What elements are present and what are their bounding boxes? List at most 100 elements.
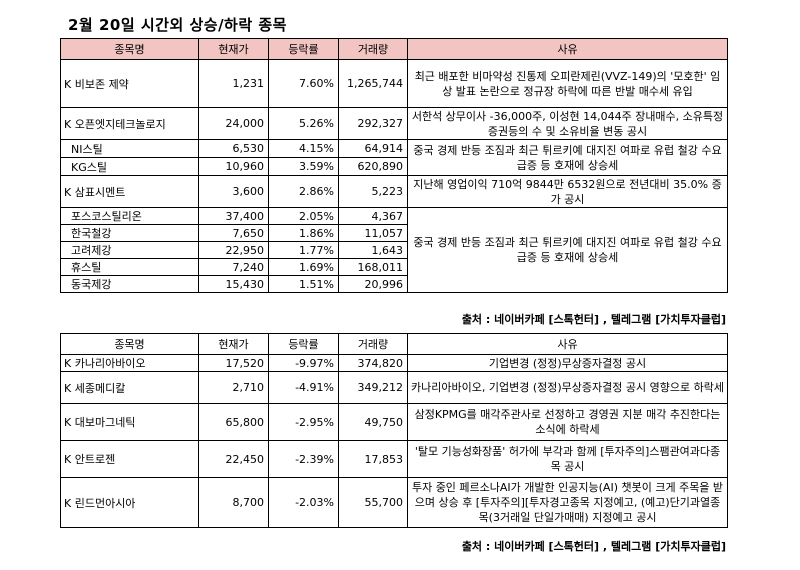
stock-price: 7,650 <box>198 224 269 242</box>
table-row: 고려제강 22,950 1.77% 1,643 <box>60 241 728 259</box>
table-header-row: 종목명 현재가 등락률 거래량 사유 <box>60 38 728 60</box>
stock-volume: 5,223 <box>338 175 408 208</box>
stock-price: 10,960 <box>198 157 269 176</box>
table-row: K 비보존 제약 1,231 7.60% 1,265,744 최근 배포한 비마… <box>60 59 728 108</box>
header-price: 현재가 <box>198 38 269 60</box>
stock-volume: 1,643 <box>338 241 408 259</box>
rising-stocks-table: 종목명 현재가 등락률 거래량 사유 K 비보존 제약 1,231 7.60% … <box>60 38 728 293</box>
source-credit: 출처 : 네이버카페 [스톡헌터] , 텔레그램 [가치투자클럽] <box>461 313 726 326</box>
stock-name: K 오픈엣지테크놀로지 <box>60 107 199 140</box>
header-rate: 등락률 <box>268 333 339 355</box>
table-row: K 세종메디칼 2,710 -4.91% 349,212 카나리아바이오, 기업… <box>60 371 728 404</box>
stock-name: K 안트로젠 <box>60 440 199 478</box>
stock-rate: 1.86% <box>268 224 339 242</box>
stock-price: 1,231 <box>198 59 269 108</box>
stock-rate: 1.69% <box>268 258 339 276</box>
stock-name: 동국제강 <box>60 275 199 293</box>
header-volume: 거래량 <box>338 38 408 60</box>
stock-rate: -2.39% <box>268 440 339 478</box>
stock-name: K 삼표시멘트 <box>60 175 199 208</box>
stock-reason: 중국 경제 반등 조짐과 최근 튀르키예 대지진 여파로 유럽 철강 수요 급증… <box>407 207 728 293</box>
stock-volume: 1,265,744 <box>338 59 408 108</box>
stock-reason: 투자 중인 페르소나AI가 개발한 인공지능(AI) 챗봇이 크게 주목을 받으… <box>407 477 728 528</box>
stock-volume: 20,996 <box>338 275 408 293</box>
stock-price: 2,710 <box>198 371 269 404</box>
stock-name: 고려제강 <box>60 241 199 259</box>
stock-volume: 4,367 <box>338 207 408 225</box>
table-row: K 카나리아바이오 17,520 -9.97% 374,820 기업변경 (정정… <box>60 354 728 372</box>
stock-volume: 49,750 <box>338 403 408 441</box>
stock-volume: 64,914 <box>338 139 408 158</box>
stock-rate: -9.97% <box>268 354 339 372</box>
table-row: K 안트로젠 22,450 -2.39% 17,853 '탈모 기능성화장품' … <box>60 440 728 478</box>
stock-volume: 620,890 <box>338 157 408 176</box>
header-reason: 사유 <box>407 333 728 355</box>
stock-price: 24,000 <box>198 107 269 140</box>
stock-rate: -2.95% <box>268 403 339 441</box>
source-credit: 출처 : 네이버카페 [스톡헌터] , 텔레그램 [가치투자클럽] <box>461 540 726 553</box>
stock-price: 65,800 <box>198 403 269 441</box>
stock-rate: 1.51% <box>268 275 339 293</box>
stock-price: 17,520 <box>198 354 269 372</box>
stock-rate: 2.86% <box>268 175 339 208</box>
stock-price: 22,950 <box>198 241 269 259</box>
stock-reason: 삼정KPMG를 매각주관사로 선정하고 경영권 지분 매각 추진한다는 소식에 … <box>407 403 728 441</box>
table-row: 동국제강 15,430 1.51% 20,996 <box>60 275 728 293</box>
stock-reason: '탈모 기능성화장품' 허가에 부각과 함께 [투자주의]스팸관여과다종목 공시 <box>407 440 728 478</box>
stock-price: 6,530 <box>198 139 269 158</box>
stock-volume: 17,853 <box>338 440 408 478</box>
stock-name: K 카나리아바이오 <box>60 354 199 372</box>
table-row: NI스틸 6,530 4.15% 64,914 중국 경제 반등 조짐과 최근 … <box>60 139 728 176</box>
table-row: K 대보마그네틱 65,800 -2.95% 49,750 삼정KPMG를 매각… <box>60 403 728 441</box>
table-row: K 린드먼아시아 8,700 -2.03% 55,700 투자 중인 페르소나A… <box>60 477 728 528</box>
stock-rate: 1.77% <box>268 241 339 259</box>
stock-price: 15,430 <box>198 275 269 293</box>
table-row: 휴스틸 7,240 1.69% 168,011 <box>60 258 728 276</box>
stock-name: NI스틸 <box>60 139 199 158</box>
stock-volume: 349,212 <box>338 371 408 404</box>
stock-rate: 3.59% <box>268 157 339 176</box>
table-header-row: 종목명 현재가 등락률 거래량 사유 <box>60 333 728 355</box>
stock-price: 8,700 <box>198 477 269 528</box>
stock-rate: 5.26% <box>268 107 339 140</box>
stock-name: KG스틸 <box>60 157 199 176</box>
header-reason: 사유 <box>407 38 728 60</box>
stock-reason: 카나리아바이오, 기업변경 (정정)무상증자결정 공시 영향으로 하락세 <box>407 371 728 404</box>
stock-volume: 55,700 <box>338 477 408 528</box>
stock-rate: -4.91% <box>268 371 339 404</box>
stock-price: 7,240 <box>198 258 269 276</box>
stock-price: 37,400 <box>198 207 269 225</box>
stock-rate: -2.03% <box>268 477 339 528</box>
stock-rate: 7.60% <box>268 59 339 108</box>
stock-price: 22,450 <box>198 440 269 478</box>
stock-name: 포스코스틸리온 <box>60 207 199 225</box>
header-price: 현재가 <box>198 333 269 355</box>
stock-name: K 린드먼아시아 <box>60 477 199 528</box>
header-volume: 거래량 <box>338 333 408 355</box>
stock-price: 3,600 <box>198 175 269 208</box>
falling-stocks-table: 종목명 현재가 등락률 거래량 사유 K 카나리아바이오 17,520 -9.9… <box>60 333 728 528</box>
stock-name: K 비보존 제약 <box>60 59 199 108</box>
stock-rate: 2.05% <box>268 207 339 225</box>
page-title: 2월 20일 시간외 상승/하락 종목 <box>68 16 287 34</box>
table-row: 포스코스틸리온 37,400 2.05% 4,367 중국 경제 반등 조짐과 … <box>60 207 728 293</box>
table-row: K 오픈엣지테크놀로지 24,000 5.26% 292,327 서한석 상무이… <box>60 107 728 140</box>
stock-reason: 최근 배포한 비마약성 진통제 오피란제린(VVZ-149)의 '모호한' 임상… <box>407 59 728 108</box>
stock-reason: 지난해 영업이익 710억 9844만 6532원으로 전년대비 35.0% 증… <box>407 175 728 208</box>
header-rate: 등락률 <box>268 38 339 60</box>
stock-rate: 4.15% <box>268 139 339 158</box>
stock-reason: 기업변경 (정정)무상증자결정 공시 <box>407 354 728 372</box>
stock-name: K 세종메디칼 <box>60 371 199 404</box>
stock-reason: 중국 경제 반등 조짐과 최근 튀르키예 대지진 여파로 유럽 철강 수요 급증… <box>407 139 728 176</box>
stock-name: K 대보마그네틱 <box>60 403 199 441</box>
stock-reason: 서한석 상무이사 -36,000주, 이성현 14,044주 장내매수, 소유특… <box>407 107 728 140</box>
header-name: 종목명 <box>60 38 199 60</box>
stock-name: 휴스틸 <box>60 258 199 276</box>
header-name: 종목명 <box>60 333 199 355</box>
stock-volume: 374,820 <box>338 354 408 372</box>
stock-name: 한국철강 <box>60 224 199 242</box>
stock-volume: 168,011 <box>338 258 408 276</box>
stock-volume: 292,327 <box>338 107 408 140</box>
stock-volume: 11,057 <box>338 224 408 242</box>
table-row: K 삼표시멘트 3,600 2.86% 5,223 지난해 영업이익 710억 … <box>60 175 728 208</box>
